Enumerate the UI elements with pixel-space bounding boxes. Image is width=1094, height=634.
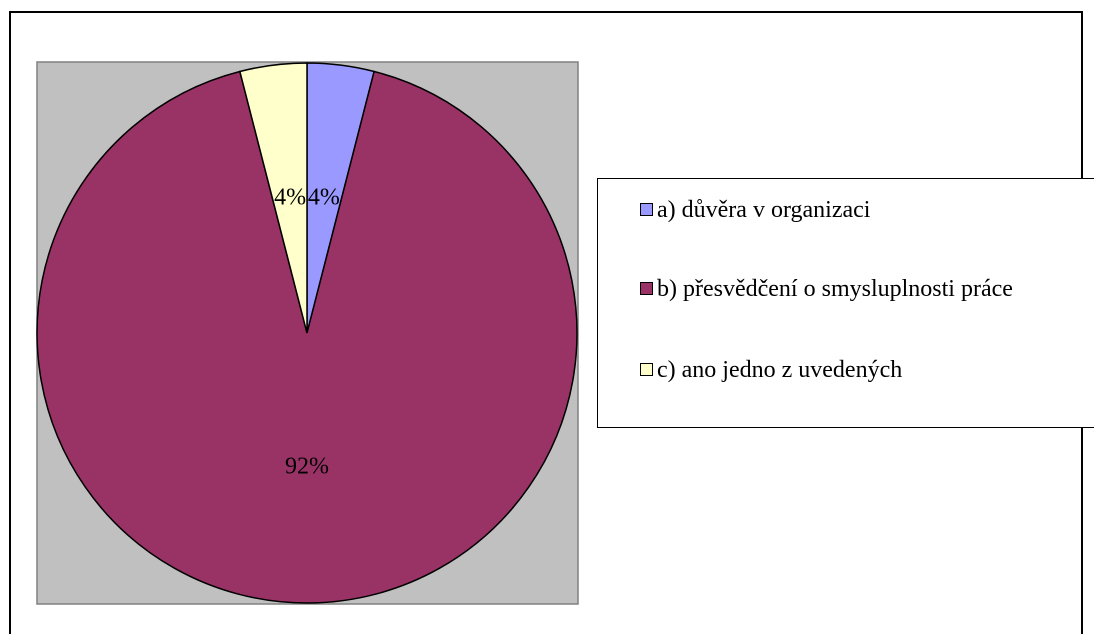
legend-label: b) přesvědčení o smysluplnosti práce xyxy=(657,276,1013,302)
legend-swatch xyxy=(640,363,653,376)
legend-label: a) důvěra v organizaci xyxy=(657,197,871,223)
pie-slice xyxy=(238,62,308,334)
legend-swatch xyxy=(640,282,653,295)
legend-swatch xyxy=(640,203,653,216)
data-label: 92% xyxy=(285,454,329,480)
legend: a) důvěra v organizaci b) přesvědčení o s… xyxy=(597,178,1094,428)
data-label: 4% xyxy=(308,185,340,211)
data-label: 4% xyxy=(274,185,306,211)
legend-label: c) ano jedno z uvedených xyxy=(657,357,903,383)
pie-slice xyxy=(36,70,578,604)
